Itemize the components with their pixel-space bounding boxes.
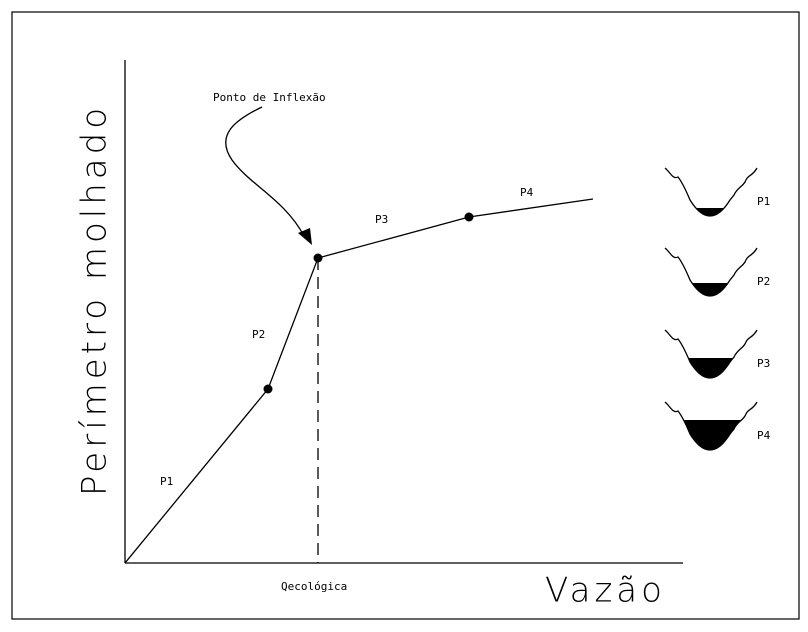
section-label: P3 [757,357,770,370]
cross-section: P1 [664,167,770,217]
segment-label: P1 [160,475,173,488]
cross-section: P2 [664,247,770,297]
segment-label: P2 [252,328,265,341]
curve [124,198,594,564]
point [313,253,323,263]
annotation: Ponto de Inflexão [213,91,326,104]
frame [11,11,800,620]
y-axis-label: Perímetro molhado [75,104,115,496]
point [464,212,474,222]
x-axis-label: Vazão [545,571,666,611]
segment-label: P3 [375,213,388,226]
section-label: P1 [757,195,770,208]
cross-section: P4 [664,401,771,451]
section-label: P2 [757,275,770,288]
point [263,384,273,394]
cross-section: P3 [664,329,770,379]
section-label: P4 [757,429,771,442]
x-marker-label: Qecológica [281,580,347,593]
annotation-arrow [225,106,305,237]
segment-label: P4 [520,186,534,199]
arrow-head [298,228,312,245]
